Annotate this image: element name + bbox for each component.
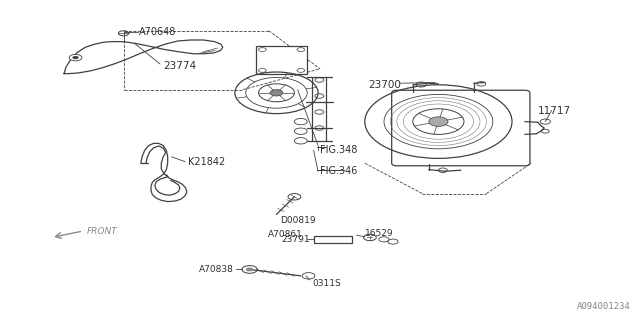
Bar (314, 236, 352, 243)
Text: 23791: 23791 (281, 235, 310, 244)
Text: A094001234: A094001234 (577, 302, 630, 311)
Circle shape (270, 90, 283, 96)
Text: K21842: K21842 (188, 156, 225, 167)
Text: FIG.346: FIG.346 (320, 166, 357, 176)
Text: D00819: D00819 (280, 216, 316, 225)
Circle shape (72, 56, 79, 59)
Text: FRONT: FRONT (86, 227, 117, 236)
Circle shape (246, 268, 253, 271)
Text: A70648: A70648 (139, 27, 176, 37)
Text: A70838: A70838 (200, 265, 234, 274)
Text: 16529: 16529 (365, 229, 394, 238)
Bar (256, 46, 307, 74)
Text: FIG.348: FIG.348 (320, 145, 357, 156)
Text: 0311S: 0311S (312, 279, 341, 288)
Text: 23700: 23700 (369, 80, 401, 90)
Circle shape (429, 117, 448, 126)
FancyBboxPatch shape (392, 90, 530, 166)
Circle shape (69, 54, 82, 61)
Text: A70861: A70861 (268, 230, 302, 239)
Text: 23774: 23774 (163, 60, 196, 71)
Text: 11717: 11717 (538, 106, 571, 116)
